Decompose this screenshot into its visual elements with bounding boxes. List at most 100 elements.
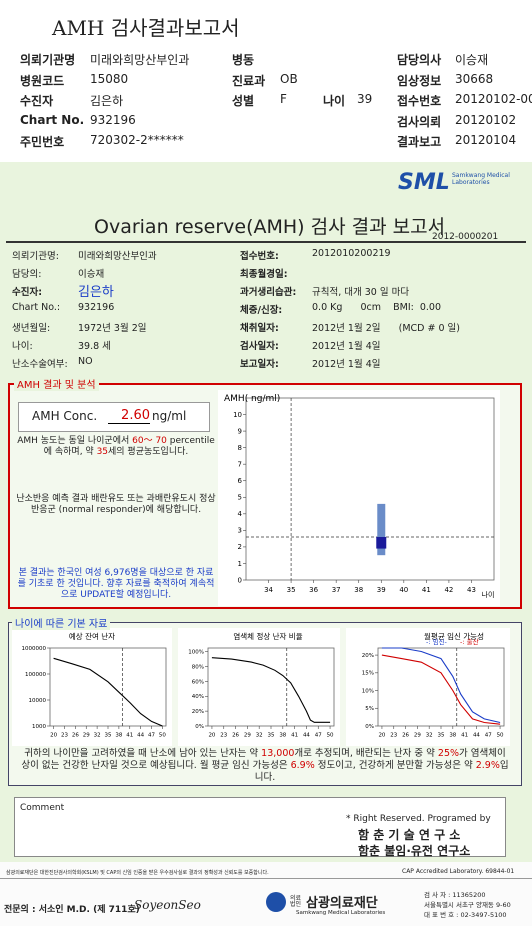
- y-tick-label: 40%: [192, 694, 204, 700]
- x-tick-label: 41: [126, 733, 133, 739]
- x-tick-label: 50: [327, 733, 334, 739]
- field-label: 주민번호: [20, 135, 65, 149]
- y-tick-label: 5%: [365, 706, 374, 712]
- y-tick-label: 1: [238, 560, 242, 568]
- x-tick-label: 38: [279, 733, 286, 739]
- x-tick-label: 44: [137, 733, 144, 739]
- plot-frame: [377, 647, 505, 727]
- y-tick-label: 9: [238, 427, 242, 435]
- tester: 검 사 자 : 11365200: [424, 891, 486, 899]
- field-value: 김은하: [90, 94, 124, 108]
- x-tick-label: 38: [115, 733, 122, 739]
- text-segment: AMH 농도는 동일 나이군에서: [17, 436, 133, 446]
- y-tick-label: 100%: [188, 650, 204, 656]
- text-segment: 60～ 70: [132, 436, 167, 446]
- info-value: 2012년 1월 4일: [312, 341, 381, 352]
- series-line: [211, 657, 331, 723]
- y-tick-label: 100000: [25, 672, 46, 678]
- field-value: 이승재: [455, 53, 489, 67]
- x-tick-label: 26: [232, 733, 239, 739]
- field-label: 병원코드: [20, 73, 65, 88]
- notice: 삼광의료재단은 대한진단검사의학회(KSLM) 및 CAP의 신임 인증을 받은…: [6, 870, 269, 876]
- info-value: 김은하: [78, 285, 114, 300]
- y-tick-label: 5: [238, 494, 242, 502]
- x-tick-label: 37: [332, 586, 341, 594]
- logo-sub: Samkwang Medical Laboratories: [452, 172, 510, 186]
- y-tick-label: 7: [238, 461, 242, 469]
- conc-value: 2.60: [108, 408, 150, 424]
- y-tick-label: 8: [238, 444, 242, 452]
- field-label: 담당의사: [397, 53, 442, 67]
- info-label: 과거생리습관:: [240, 287, 297, 298]
- info-label: 채취일자:: [240, 323, 279, 334]
- paragraph: 본 결과는 한국인 여성 6,976명을 대상으로 한 자료를 기초로 한 것입…: [16, 568, 216, 601]
- field-label: 진료과: [232, 73, 266, 88]
- chart-title: 염색체 정상 난자 비율: [233, 631, 302, 641]
- y-tick-label: 1000000: [22, 646, 47, 652]
- info-value: 2012년 1월 4일: [312, 359, 381, 370]
- x-axis-label: 나이: [482, 590, 495, 599]
- info-value: NO: [78, 356, 93, 367]
- corp: 의료법인: [290, 895, 302, 908]
- x-tick-label: 20: [378, 733, 385, 739]
- info-label: 검사일자:: [240, 341, 279, 352]
- y-tick-label: 60%: [192, 679, 204, 685]
- plot-frame: [207, 647, 335, 727]
- x-tick-label: 50: [497, 733, 504, 739]
- info-value: 39.8 세: [78, 341, 111, 352]
- x-tick-label: 35: [105, 733, 112, 739]
- credit: 함 춘 기 술 연 구 소: [358, 828, 461, 842]
- x-tick-label: 38: [449, 733, 456, 739]
- y-tick-label: 15%: [362, 671, 374, 677]
- box-body: [376, 536, 387, 549]
- x-tick-label: 34: [264, 586, 273, 594]
- x-tick-label: 42: [444, 586, 453, 594]
- y-tick-label: 2: [238, 543, 242, 551]
- x-tick-label: 20: [208, 733, 215, 739]
- x-tick-label: 32: [256, 733, 263, 739]
- comment-label: Comment: [20, 803, 65, 813]
- address: 서울특별시 서초구 양재동 9-60: [424, 901, 511, 909]
- x-tick-label: 23: [61, 733, 68, 739]
- x-tick-label: 40: [399, 586, 408, 594]
- field-label: 수진자: [20, 94, 54, 108]
- section-heading: 나이에 따른 기본 자료: [12, 615, 111, 630]
- credit: * Right Reserved. Programed by: [346, 814, 491, 824]
- info-label: 수진자:: [12, 287, 43, 298]
- paragraph: AMH 농도는 동일 나이군에서 60～ 70 percentile에 속하며,…: [16, 436, 216, 458]
- x-tick-label: 29: [414, 733, 421, 739]
- y-tick-label: 1000: [32, 724, 46, 730]
- x-tick-label: 50: [159, 733, 166, 739]
- eggs-chart: 예상 잔여 난자 1000 10000 100000 1000000 20 23 26 29 32…: [12, 628, 172, 746]
- plot-frame: [49, 647, 167, 727]
- x-tick-label: 44: [303, 733, 310, 739]
- field-value: 20120104: [455, 133, 517, 147]
- info-label: 난소수술여부:: [12, 359, 68, 370]
- text-segment: 가 염색체이상이 없는 건강한 난자일 것으로 예상됩니다. 월 평균 임신 가…: [21, 748, 506, 771]
- conc-label: AMH Conc.: [32, 409, 98, 423]
- x-tick-label: 29: [83, 733, 90, 739]
- x-tick-label: 41: [461, 733, 468, 739]
- pregnancy-chart: 월평균 임신 가능성 0% 5% 10% 15% 20% 20 23 26 29 32 35 38 41 4…: [346, 628, 510, 746]
- comment-box: [14, 797, 506, 857]
- field-label: 나이: [323, 94, 346, 108]
- field-value: 932196: [90, 112, 136, 127]
- field-value: 15080: [90, 71, 129, 86]
- chart-title: AMH( ng/ml): [224, 394, 280, 404]
- field-label: 임상정보: [397, 73, 442, 88]
- info-label: 최종월경일:: [240, 269, 288, 280]
- y-tick-label: 0%: [365, 724, 374, 730]
- conc-unit: ng/ml: [152, 409, 187, 423]
- info-label: 접수번호:: [240, 251, 279, 262]
- text-segment: 귀하의 나이만을 고려하였을 때 난소에 남아 있는 난자는 약: [24, 748, 262, 759]
- x-tick-label: 35: [268, 733, 275, 739]
- x-tick-label: 29: [244, 733, 251, 739]
- info-label: 담당의:: [12, 269, 42, 280]
- y-tick-label: 10%: [362, 688, 374, 694]
- text-segment: 25%: [437, 748, 460, 759]
- y-tick-label: 20%: [192, 709, 204, 715]
- x-tick-label: 23: [220, 733, 227, 739]
- org-icon: [266, 892, 286, 912]
